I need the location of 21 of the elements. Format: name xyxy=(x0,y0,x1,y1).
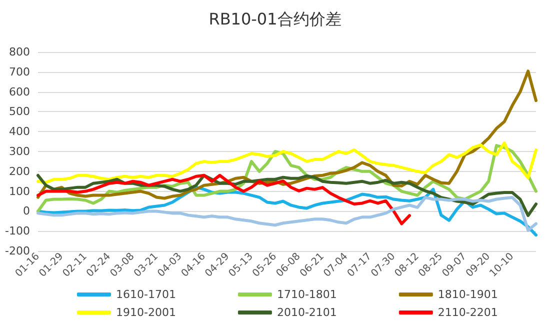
y-tick-label: 800 xyxy=(9,46,30,58)
legend-label: 1710-1801 xyxy=(276,288,337,301)
y-tick-label: 500 xyxy=(9,105,30,118)
line-series xyxy=(36,196,538,232)
y-tick-label: 400 xyxy=(9,125,30,138)
legend-label: 1910-2001 xyxy=(116,306,176,319)
legend-label: 2010-2101 xyxy=(276,306,337,319)
y-tick-label: -200 xyxy=(5,244,30,258)
line-series xyxy=(36,141,538,184)
y-tick-label: 300 xyxy=(9,145,30,158)
y-tick-label: 0 xyxy=(23,204,30,218)
y-tick-label: 100 xyxy=(9,184,30,198)
legend-label: 2110-2201 xyxy=(438,306,498,319)
y-tick-label: 600 xyxy=(9,85,30,98)
y-tick-label: -100 xyxy=(5,224,30,238)
y-tick-label: 700 xyxy=(9,65,30,78)
chart-title: RB10-01合约价差 xyxy=(208,10,342,28)
line-series xyxy=(36,174,412,226)
legend-label: 1610-1701 xyxy=(116,288,176,301)
legend-label: 1810-1901 xyxy=(438,288,498,301)
y-tick-label: 200 xyxy=(9,164,30,178)
